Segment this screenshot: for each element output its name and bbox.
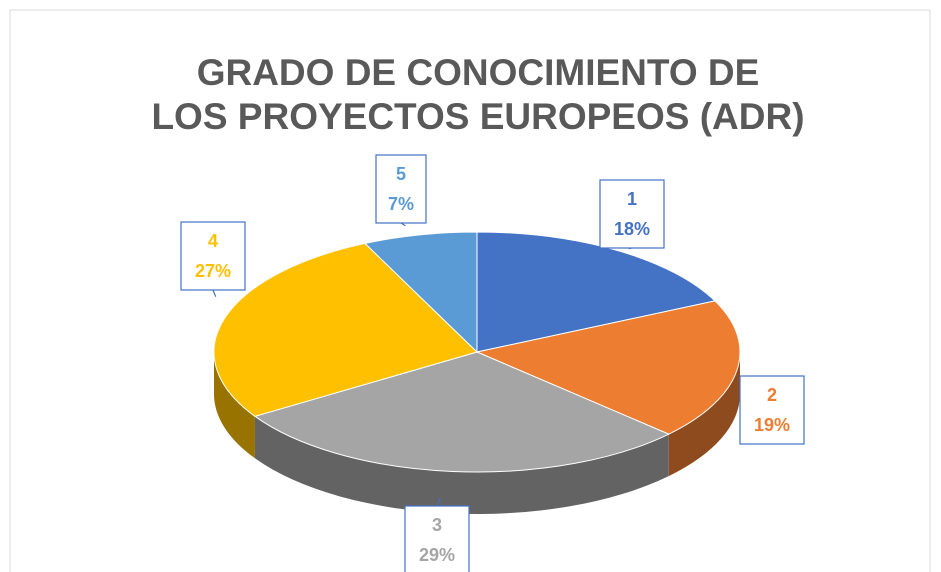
pie-side: [254, 416, 669, 514]
pie-slice: [475, 300, 741, 435]
value-label: 7%: [388, 194, 414, 214]
category-label: 3: [432, 515, 442, 535]
callout-box: [599, 179, 665, 249]
callout-box: [404, 505, 470, 572]
pie-slice: [253, 351, 670, 473]
category-label: 1: [627, 189, 637, 209]
chart-title: GRADO DE CONOCIMIENTO DE LOS PROYECTOS EU…: [151, 52, 804, 137]
callout-box: [375, 154, 427, 224]
category-label: 2: [767, 385, 777, 405]
value-label: 29%: [419, 545, 455, 565]
value-label: 27%: [195, 261, 231, 281]
pie-side: [668, 352, 740, 477]
pie-slice: [476, 231, 716, 353]
value-label: 19%: [754, 415, 790, 435]
pie-slice: [364, 231, 478, 354]
callout-pointer: [212, 289, 217, 297]
callout-pointer: [436, 497, 442, 507]
value-label: 18%: [614, 219, 650, 239]
callout-box: [739, 375, 805, 445]
callout-box: [180, 221, 246, 291]
category-label: 5: [396, 164, 406, 184]
category-label: 4: [208, 231, 218, 251]
pie-side: [214, 352, 255, 459]
pie-slice: [213, 242, 478, 417]
